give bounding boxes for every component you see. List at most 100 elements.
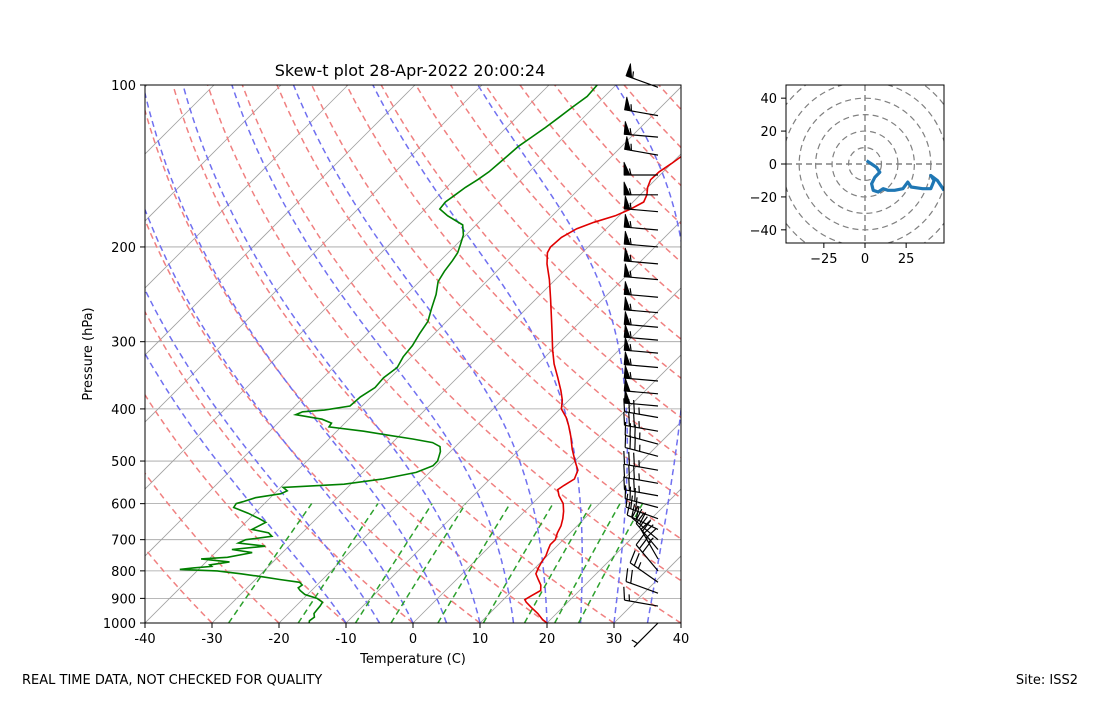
wind-barb-shaft — [625, 425, 658, 431]
y-tick-label: 300 — [111, 336, 136, 351]
wind-barb-flag — [624, 214, 630, 227]
wind-barb-shaft — [634, 623, 658, 647]
wind-barb-flag — [624, 390, 630, 403]
wind-barb-full — [634, 400, 635, 413]
isotherm-line — [279, 85, 817, 623]
wind-barb-full — [634, 414, 635, 427]
dry-adiabat-line — [589, 85, 1100, 623]
wind-barbs — [624, 63, 658, 647]
wind-barb-flag — [626, 63, 632, 77]
wind-barb-half — [630, 221, 631, 228]
wind-barb-half — [630, 238, 631, 245]
temperature-line — [525, 85, 733, 623]
isotherm-line — [0, 85, 13, 623]
hodograph-rings — [766, 65, 964, 263]
wind-barb-flag — [624, 281, 630, 294]
x-tick-label: 30 — [606, 632, 623, 647]
hodograph-y-tick-label: 0 — [769, 158, 777, 173]
wind-barb — [625, 434, 658, 456]
x-tick-label: -20 — [268, 632, 289, 647]
wind-barb-full — [626, 568, 628, 581]
y-tick-label: 400 — [111, 403, 136, 418]
mixing-ratio-line — [391, 504, 466, 623]
isotherm-line — [0, 85, 214, 623]
wind-barb-half — [630, 288, 631, 295]
x-axis-label: Temperature (C) — [359, 652, 466, 667]
wind-barb-flag — [624, 182, 630, 195]
wind-barb-full — [629, 477, 630, 490]
y-tick-label: 100 — [111, 79, 136, 94]
y-tick-label: 200 — [111, 241, 136, 256]
wind-barb — [624, 281, 658, 297]
wind-barb-half — [632, 640, 638, 644]
moist-adiabat-line — [183, 85, 480, 623]
wind-barb-flag — [624, 311, 630, 324]
wind-barb-flag — [624, 121, 630, 134]
wind-barb-full — [626, 494, 628, 507]
isotherm-line — [0, 85, 415, 623]
wind-barb — [625, 136, 658, 155]
hodograph-x-tick-label: −25 — [810, 252, 837, 267]
dry-adiabat-line — [416, 85, 1083, 623]
wind-barb-flag — [624, 264, 630, 277]
x-tick-label: 10 — [472, 632, 489, 647]
wind-barb-full — [624, 464, 625, 477]
wind-barb-full — [634, 453, 635, 466]
hodograph-y-tick-label: 40 — [760, 92, 777, 107]
wind-barb-full — [630, 550, 635, 562]
wind-barb-flag — [624, 248, 630, 261]
wind-barb-flag — [625, 97, 631, 111]
wind-barb-full — [634, 553, 639, 565]
isotherm-line — [0, 85, 348, 623]
x-tick-label: 0 — [409, 632, 417, 647]
dry-adiabat-line — [694, 85, 1100, 623]
y-tick-label: 700 — [111, 534, 136, 549]
dry-adiabat-line — [277, 85, 815, 623]
wind-barb-flag — [624, 324, 630, 337]
hodograph-trace — [867, 161, 944, 192]
wind-barb-full — [631, 570, 633, 583]
wind-barb-flag — [624, 297, 630, 310]
mixing-ratio-lines — [229, 504, 643, 623]
wind-barb — [624, 121, 658, 137]
wind-barb — [624, 476, 658, 495]
wind-barb-half — [630, 331, 631, 338]
dry-adiabat-line — [485, 85, 1100, 623]
isotherm-line — [614, 85, 1100, 623]
wind-barb-flag — [624, 231, 630, 244]
dewpoint-line — [180, 85, 597, 623]
quality-disclaimer: REAL TIME DATA, NOT CHECKED FOR QUALITY — [22, 672, 322, 690]
wind-barb-half — [630, 318, 631, 325]
moist-adiabat-lines — [55, 85, 687, 623]
hodograph-y-tick-label: 20 — [760, 125, 777, 140]
isotherm-line — [681, 85, 1100, 623]
chart-title: Skew-t plot 28-Apr-2022 20:00:24 — [275, 61, 546, 80]
isotherm-line — [346, 85, 884, 623]
y-tick-label: 1000 — [103, 617, 136, 632]
dry-adiabat-lines — [0, 85, 1100, 623]
y-tick-label: 500 — [111, 455, 136, 470]
hodograph-x-tick-label: 0 — [861, 252, 869, 267]
wind-barb-full — [629, 452, 630, 465]
wind-barb-full — [634, 466, 635, 479]
isotherm-lines — [0, 85, 1100, 623]
wind-barb — [624, 231, 658, 247]
wind-barb — [624, 311, 658, 327]
site-label: Site: ISS2 — [1016, 672, 1078, 690]
dry-adiabat-line — [104, 85, 481, 623]
wind-barb — [626, 63, 658, 87]
dry-adiabat-line — [0, 85, 279, 623]
wind-barb-half — [630, 344, 631, 351]
wind-barb-shaft — [625, 448, 658, 457]
wind-barb — [624, 162, 658, 175]
hodograph-ring — [766, 65, 964, 263]
dry-adiabat-line — [659, 85, 1100, 623]
wind-barb-shaft — [625, 600, 658, 606]
isotherm-line — [0, 85, 80, 623]
